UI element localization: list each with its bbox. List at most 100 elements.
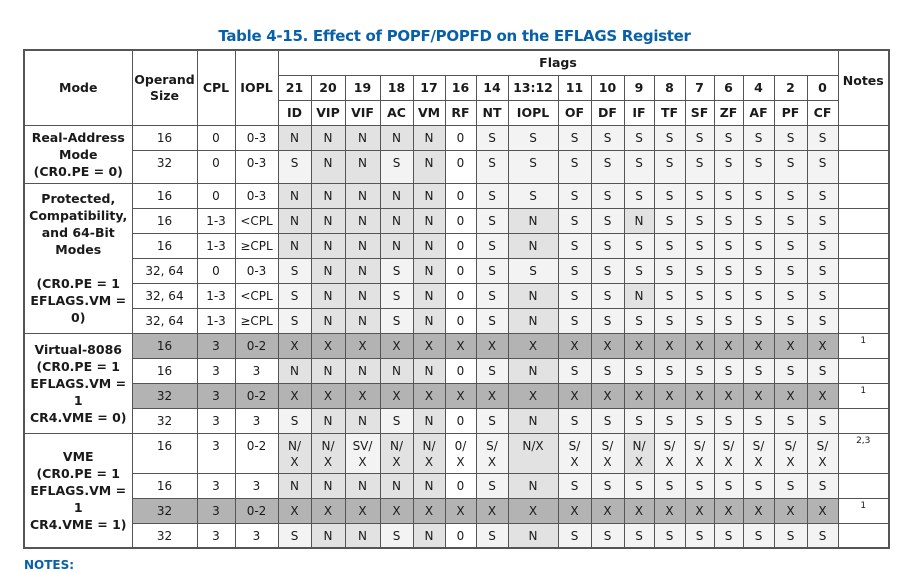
flag-cell-tf: S xyxy=(653,357,686,384)
note-cell xyxy=(837,472,890,499)
flag-cell-zf: S xyxy=(713,182,744,209)
flag-cell-df: S xyxy=(590,282,625,309)
flag-cell-if: S xyxy=(623,257,655,284)
flag-cell-cf: X xyxy=(806,332,839,359)
flag-cell-vip: N xyxy=(310,232,346,259)
table-row: 16 3 3 N N N N N 0 S N S S S S S S S S S xyxy=(24,357,890,384)
cpl-cell: 0 xyxy=(196,182,236,209)
flag-cell-vif: N xyxy=(344,207,381,234)
flag-cell-vif: SV/ X xyxy=(344,432,381,474)
flag-cell-vif: N xyxy=(344,282,381,309)
flag-cell-id: N xyxy=(277,232,312,259)
flag-cell-sf: S xyxy=(684,149,715,184)
flag-cell-of: S xyxy=(557,307,592,334)
flag-cell-sf: X xyxy=(684,382,715,409)
flag-cell-rf: X xyxy=(444,382,477,409)
notes-heading: NOTES: xyxy=(24,558,75,572)
flag-cell-cf: S/ X xyxy=(806,432,839,474)
flag-cell-nt: S xyxy=(475,357,509,384)
iopl-cell: 0-2 xyxy=(234,497,279,524)
flag-cell-cf: X xyxy=(806,497,839,524)
flag-cell-vif: N xyxy=(344,232,381,259)
flag-cell-of: S xyxy=(557,182,592,209)
flag-cell-vip: N xyxy=(310,407,346,434)
table-row: 32, 64 0 0-3 S N N S N 0 S S S S S S S S S S S xyxy=(24,257,890,284)
header-bit: 14 xyxy=(475,74,509,101)
flag-cell-ac: S xyxy=(379,282,414,309)
flag-cell-rf: 0 xyxy=(444,124,477,151)
flag-cell-vm: N xyxy=(412,257,446,284)
flag-cell-tf: S xyxy=(653,522,686,549)
flag-cell-of: S xyxy=(557,124,592,151)
flag-cell-af: S xyxy=(742,357,775,384)
flag-cell-vip: X xyxy=(310,497,346,524)
flag-cell-of: S xyxy=(557,149,592,184)
flag-cell-if: S xyxy=(623,357,655,384)
operand-size-cell: 32 xyxy=(131,149,198,184)
flag-cell-af: S xyxy=(742,149,775,184)
flag-cell-rf: 0 xyxy=(444,472,477,499)
flag-cell-zf: S/ X xyxy=(713,432,744,474)
flag-cell-iopl: N xyxy=(507,207,559,234)
flag-cell-df: S xyxy=(590,124,625,151)
note-cell: 2,3 xyxy=(837,432,890,474)
cpl-cell: 1-3 xyxy=(196,307,236,334)
header-flag-name: PF xyxy=(773,99,808,126)
flag-cell-sf: X xyxy=(684,497,715,524)
table-row: 32 3 0-2 X X X X X X X X X X X X X X X X X 1 xyxy=(24,382,890,409)
flag-cell-vm: N xyxy=(412,357,446,384)
header-bit: 16 xyxy=(444,74,477,101)
eflags-table: Mode Operand Size CPL IOPL Flags Notes 2… xyxy=(23,49,890,549)
iopl-cell: 3 xyxy=(234,522,279,549)
flag-cell-df: S xyxy=(590,307,625,334)
flag-cell-pf: S xyxy=(773,282,808,309)
flag-cell-nt: S xyxy=(475,522,509,549)
flag-cell-zf: X xyxy=(713,382,744,409)
flag-cell-of: S xyxy=(557,357,592,384)
header-bit: 2 xyxy=(773,74,808,101)
header-bit: 21 xyxy=(277,74,312,101)
flag-cell-sf: S xyxy=(684,522,715,549)
flag-cell-if: S xyxy=(623,307,655,334)
flag-cell-vm: N xyxy=(412,282,446,309)
iopl-cell: ≥CPL xyxy=(234,307,279,334)
flag-cell-ac: S xyxy=(379,407,414,434)
header-notes: Notes xyxy=(837,49,890,126)
flag-cell-vm: X xyxy=(412,382,446,409)
flag-cell-vif: N xyxy=(344,307,381,334)
flag-cell-af: X xyxy=(742,382,775,409)
flag-cell-if: S xyxy=(623,472,655,499)
mode-line: CR4.VME = 1) xyxy=(30,516,127,532)
flag-cell-sf: S/ X xyxy=(684,432,715,474)
flag-cell-sf: S xyxy=(684,124,715,151)
iopl-cell: 0-2 xyxy=(234,432,279,474)
flag-cell-pf: S xyxy=(773,357,808,384)
operand-size-cell: 16 xyxy=(131,207,198,234)
flag-cell-if: N xyxy=(623,282,655,309)
flag-cell-df: S xyxy=(590,472,625,499)
operand-size-cell: 16 xyxy=(131,472,198,499)
table-row: 32 3 3 S N N S N 0 S N S S S S S S S S S xyxy=(24,522,890,549)
flag-cell-vif: N xyxy=(344,407,381,434)
flag-cell-tf: S xyxy=(653,124,686,151)
header-iopl: IOPL xyxy=(234,49,279,126)
flag-cell-iopl: S xyxy=(507,149,559,184)
flag-cell-ac: N xyxy=(379,124,414,151)
flag-cell-sf: X xyxy=(684,332,715,359)
flag-cell-sf: S xyxy=(684,282,715,309)
iopl-cell: 3 xyxy=(234,357,279,384)
flag-cell-pf: S xyxy=(773,207,808,234)
operand-size-cell: 32, 64 xyxy=(131,307,198,334)
operand-size-cell: 32, 64 xyxy=(131,282,198,309)
cpl-cell: 3 xyxy=(196,407,236,434)
mode-line: (CR0.PE = 1 xyxy=(36,358,121,374)
flag-cell-pf: S/ X xyxy=(773,432,808,474)
flag-cell-af: X xyxy=(742,332,775,359)
flag-cell-id: N/ X xyxy=(277,432,312,474)
flag-cell-tf: X xyxy=(653,332,686,359)
mode-line xyxy=(25,258,131,275)
header-flag-name: VIF xyxy=(344,99,381,126)
flag-cell-rf: 0 xyxy=(444,257,477,284)
flag-cell-nt: S xyxy=(475,472,509,499)
table-body: Real-Address Mode (CR0.PE = 0) 16 0 0-3 N N N N N 0… xyxy=(23,124,890,549)
